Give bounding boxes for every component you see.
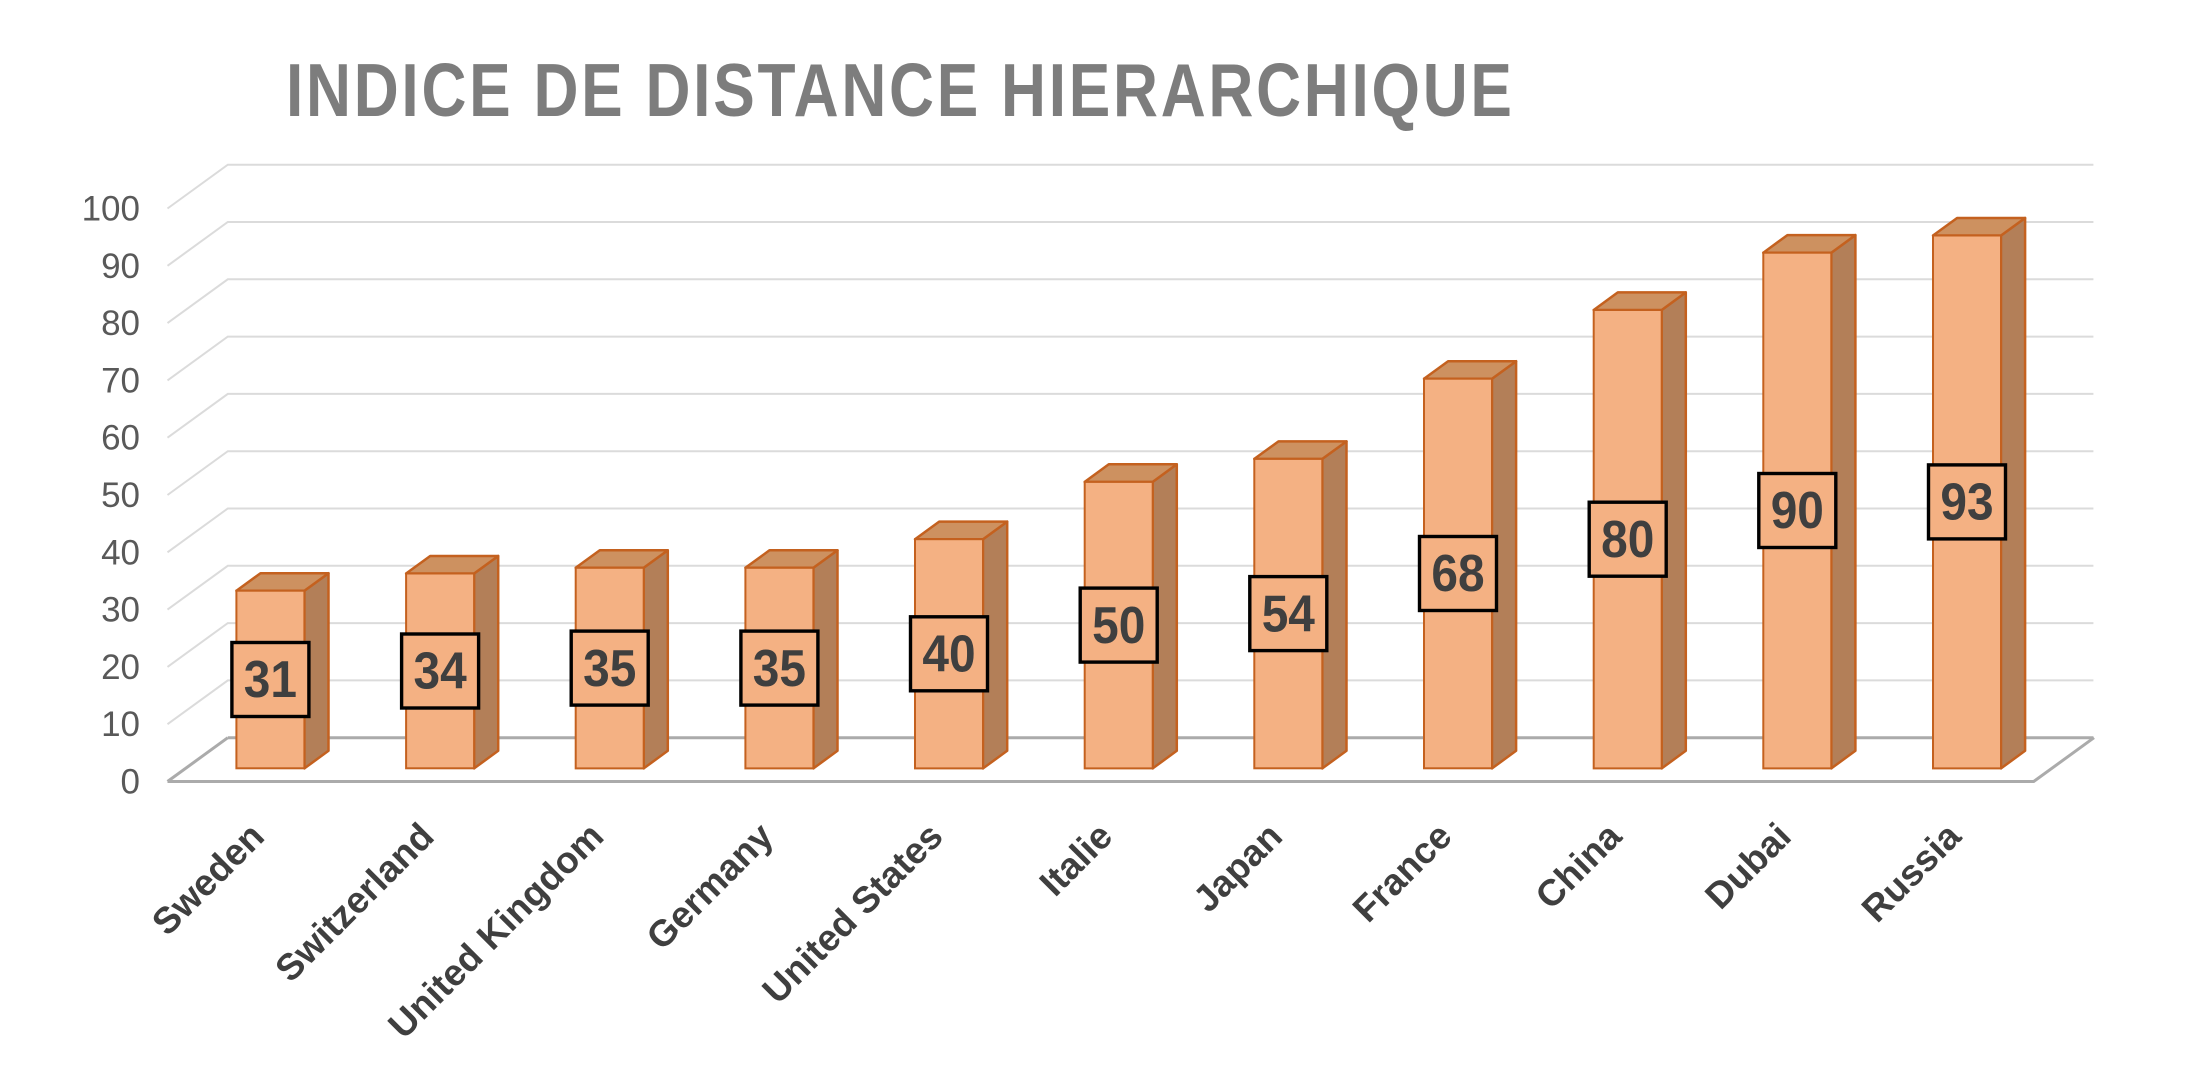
svg-text:35: 35	[753, 639, 806, 697]
svg-text:34: 34	[413, 642, 466, 700]
svg-text:10: 10	[101, 705, 140, 744]
svg-text:60: 60	[101, 419, 140, 458]
svg-text:54: 54	[1262, 584, 1315, 642]
svg-text:80: 80	[1601, 510, 1654, 568]
svg-text:80: 80	[101, 304, 140, 343]
svg-text:90: 90	[101, 247, 140, 286]
svg-text:70: 70	[101, 361, 140, 400]
svg-text:40: 40	[922, 625, 975, 683]
svg-text:30: 30	[101, 591, 140, 630]
svg-text:68: 68	[1431, 544, 1484, 602]
svg-text:35: 35	[583, 639, 636, 697]
svg-text:100: 100	[82, 190, 140, 229]
svg-text:20: 20	[101, 648, 140, 687]
svg-text:90: 90	[1771, 481, 1824, 539]
svg-text:31: 31	[244, 650, 297, 708]
svg-text:0: 0	[121, 763, 140, 802]
svg-text:50: 50	[101, 476, 140, 515]
svg-text:50: 50	[1092, 596, 1145, 654]
svg-text:40: 40	[101, 533, 140, 572]
svg-text:93: 93	[1940, 473, 1993, 531]
svg-text:INDICE DE DISTANCE HIERARCHIQU: INDICE DE DISTANCE HIERARCHIQUE	[286, 49, 1512, 133]
